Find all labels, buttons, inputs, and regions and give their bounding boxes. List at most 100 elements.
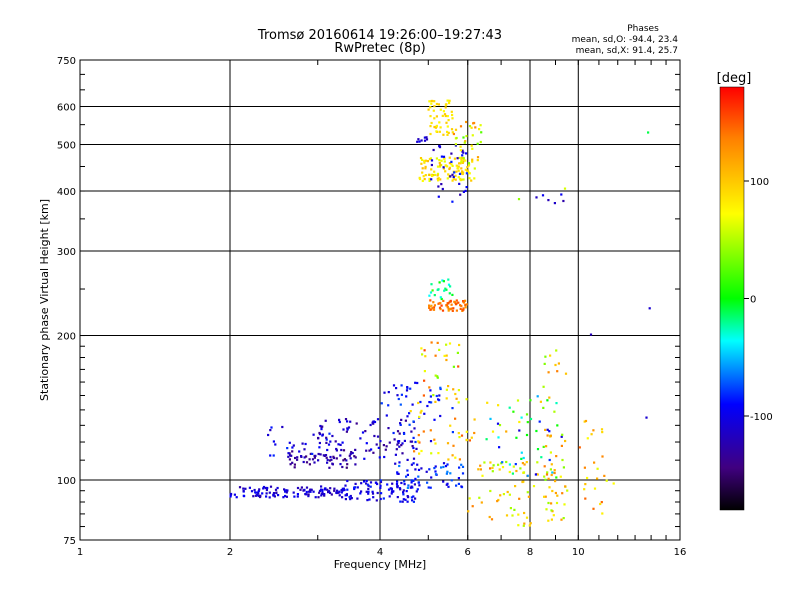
data-point	[412, 457, 416, 460]
data-point	[269, 429, 272, 432]
data-point	[363, 457, 366, 460]
data-point	[446, 125, 449, 128]
data-point	[325, 438, 328, 441]
data-point	[454, 128, 458, 131]
data-point	[436, 165, 440, 168]
y-tick-label: 750	[57, 56, 76, 67]
data-point	[518, 420, 521, 424]
data-point	[433, 418, 436, 421]
data-point	[436, 375, 439, 378]
data-point	[402, 489, 405, 492]
data-point	[450, 128, 454, 131]
data-point	[365, 449, 368, 452]
data-point	[331, 462, 334, 465]
data-point	[423, 161, 426, 164]
data-point	[335, 489, 339, 492]
data-point	[451, 454, 454, 457]
data-point	[376, 435, 380, 438]
data-point	[268, 496, 271, 499]
data-point	[404, 498, 407, 501]
data-point	[360, 482, 363, 485]
data-point	[456, 157, 459, 160]
data-point	[369, 423, 372, 427]
data-point	[438, 348, 441, 351]
x-axis-ticks: 1 2 4 6 8 10 16	[77, 60, 686, 558]
data-point	[395, 387, 398, 390]
data-point	[265, 488, 268, 492]
data-point	[470, 144, 473, 147]
data-point	[320, 428, 323, 431]
data-point	[318, 431, 321, 435]
data-point	[431, 307, 434, 310]
data-point	[334, 440, 337, 443]
data-point	[350, 497, 353, 500]
data-point	[346, 420, 349, 423]
colorbar-ticks: 100 0 -100	[744, 177, 773, 423]
data-point	[322, 454, 325, 457]
data-point	[437, 452, 440, 455]
data-point	[367, 492, 370, 495]
data-point	[476, 156, 480, 159]
colorbar-tick-label: 100	[750, 177, 769, 188]
data-point	[450, 303, 453, 306]
data-point	[527, 495, 530, 498]
data-point	[428, 100, 431, 103]
data-point	[398, 445, 401, 448]
data-point	[418, 484, 421, 487]
data-point	[438, 165, 442, 168]
data-point	[450, 307, 453, 310]
data-point	[461, 170, 464, 173]
data-point	[421, 353, 424, 356]
data-point	[426, 481, 429, 484]
data-point	[438, 306, 442, 309]
data-point	[498, 468, 501, 471]
data-point	[451, 173, 454, 176]
data-point	[436, 376, 439, 379]
data-point	[346, 479, 349, 483]
data-point	[430, 178, 433, 181]
data-point	[255, 494, 259, 497]
data-point	[272, 494, 275, 497]
data-point	[366, 483, 369, 486]
data-point	[447, 278, 450, 281]
data-point	[467, 162, 470, 165]
data-point	[467, 164, 470, 167]
data-point	[338, 420, 341, 424]
data-point	[461, 149, 464, 152]
data-point	[461, 309, 464, 312]
data-point	[529, 399, 532, 402]
data-point	[466, 166, 469, 169]
data-point	[349, 452, 352, 456]
data-point	[453, 157, 456, 160]
data-point	[328, 432, 331, 435]
data-point	[497, 436, 500, 439]
data-point	[578, 446, 581, 449]
data-point	[257, 490, 260, 493]
data-point	[414, 468, 417, 471]
data-point	[344, 494, 347, 497]
data-point	[450, 163, 453, 166]
data-point	[285, 489, 288, 492]
data-point	[451, 200, 454, 203]
data-point	[546, 428, 549, 431]
data-point	[436, 341, 439, 344]
y-tick-label: 600	[57, 103, 76, 114]
data-point	[446, 165, 449, 168]
data-point	[450, 479, 453, 482]
data-point	[393, 438, 396, 441]
data-point	[398, 432, 401, 435]
data-point	[473, 431, 476, 435]
data-point	[374, 481, 377, 484]
data-point	[554, 363, 557, 367]
data-point	[447, 119, 450, 122]
data-point	[300, 455, 303, 458]
data-point	[324, 419, 327, 422]
data-point	[281, 425, 284, 429]
data-point	[553, 471, 556, 475]
data-point	[429, 308, 432, 311]
data-point	[460, 158, 463, 161]
data-point	[354, 486, 357, 489]
data-point	[380, 492, 383, 495]
data-point	[448, 167, 451, 171]
data-point	[238, 486, 242, 489]
